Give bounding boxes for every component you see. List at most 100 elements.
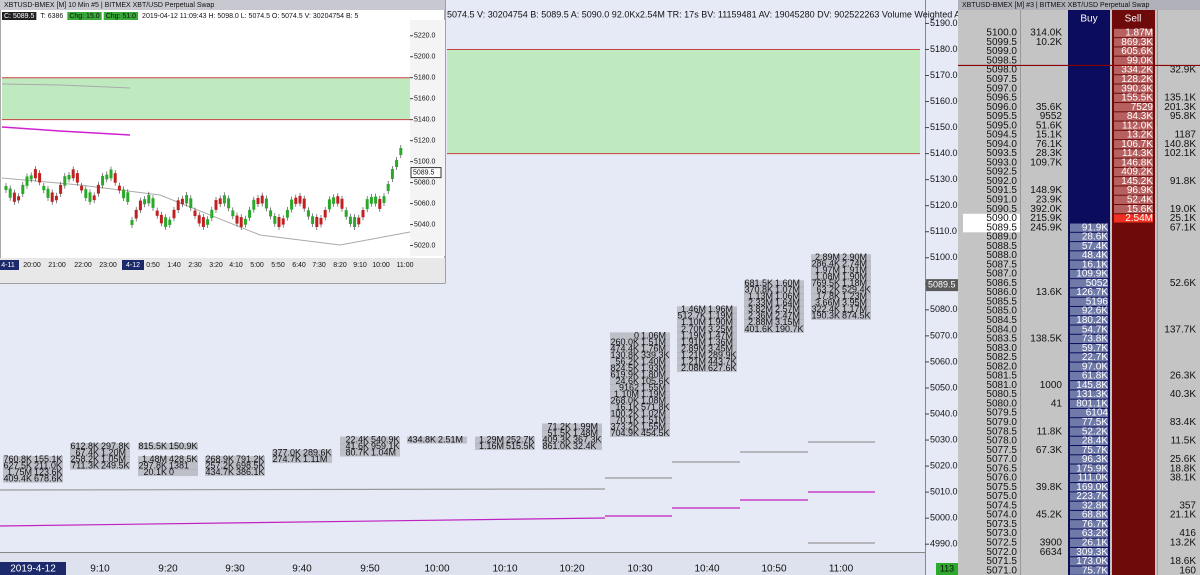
- footprint-bid: 861.0K: [542, 441, 571, 451]
- price-tick-label: 5080.0: [930, 304, 958, 314]
- buy-cell: [1070, 353, 1108, 362]
- dom-ask-size: 357: [1179, 500, 1196, 511]
- price-tick-label: 5190.0: [930, 18, 958, 28]
- footprint-bid: 260.0K: [610, 337, 639, 347]
- inset-time-label: 3:20: [209, 262, 223, 269]
- footprint-bid: 512.7K: [677, 311, 706, 321]
- inset-window: XBTUSD-BMEX [M] 10 Min #5 | BITMEX XBT/U…: [0, 0, 446, 284]
- dom-price: 5089.5: [986, 222, 1017, 233]
- footprint-cell: [3, 469, 63, 477]
- candle: [29, 175, 33, 180]
- footprint-bid: 409.4K: [3, 473, 32, 483]
- time-label: 9:40: [292, 564, 312, 575]
- price-tick-label: 5110.0: [930, 226, 957, 236]
- dom-buy: 91.9K: [1082, 222, 1108, 233]
- candle: [319, 218, 323, 225]
- footprint-bid: 1.13M: [748, 291, 773, 301]
- candle: [143, 199, 147, 205]
- candle: [248, 209, 252, 218]
- candle: [399, 148, 403, 155]
- sell-cell: [1114, 84, 1153, 93]
- dom-buy: 32.8K: [1082, 500, 1108, 511]
- inset-time-label: 4:10: [229, 262, 243, 269]
- inset-price-label: 5140.0: [414, 116, 436, 123]
- footprint-bid: 2.08M: [681, 363, 706, 373]
- footprint-bid: 704.9K: [610, 428, 639, 438]
- dom-price: 5098.0: [986, 65, 1017, 76]
- dom-sell: 146.8K: [1121, 157, 1153, 168]
- footprint-bid: 815.5K: [138, 441, 167, 451]
- buy-cell: [1070, 483, 1108, 492]
- footprint-cell: [811, 254, 871, 262]
- candle: [84, 189, 88, 199]
- footprint-ask: 2.57M: [775, 304, 800, 314]
- dom-title: XBTUSD-BMEX [M] #3 | BITMEX XBT/USD Perp…: [962, 2, 1149, 9]
- footprint-ask: 627.6K: [708, 363, 737, 373]
- dom-price: 5081.0: [986, 380, 1017, 391]
- candle: [206, 219, 210, 225]
- price-tick-label: 5130.0: [930, 174, 958, 184]
- candle: [117, 185, 121, 191]
- dom-price: 5095.0: [986, 120, 1017, 131]
- footprint-bid: 619.9K: [610, 369, 639, 379]
- dom-buy: 54.7K: [1082, 324, 1108, 335]
- footprint-cell: [744, 319, 804, 327]
- footprint-ask: 252.7K: [506, 434, 535, 444]
- footprint-ask: 123.6K: [34, 467, 63, 477]
- header-text: 5074.5 V: 30204754 B: 5089.5 A: 5090.0 9…: [447, 9, 960, 19]
- candle: [101, 175, 105, 186]
- dom-buy: 97.0K: [1082, 361, 1108, 372]
- footprint-bid: 2.89M: [815, 252, 840, 262]
- indicator-line: [0, 517, 606, 527]
- sell-cell: [1114, 93, 1153, 103]
- footprint-ask: 1381: [169, 460, 189, 470]
- price-tick-label: 5010.0: [930, 486, 958, 496]
- sell-cell: [1114, 56, 1153, 65]
- dom-price: 5083.5: [986, 334, 1017, 345]
- dom-buy: 28.4K: [1082, 436, 1108, 447]
- price-tick-label: 5140.0: [930, 148, 958, 158]
- price-tick-label: 5100.0: [930, 252, 958, 262]
- dom-sell: 605.6K: [1121, 46, 1153, 57]
- footprint-cell: [542, 443, 602, 451]
- footprint-bid: 474.4K: [610, 343, 639, 353]
- footprint-bid: 51.5K: [547, 428, 571, 438]
- dom-price: 5091.0: [986, 195, 1017, 206]
- footprint-bid: 1.48M: [142, 454, 167, 464]
- footprint-ask: 249.5K: [101, 460, 130, 470]
- footprint-ask: 698.5K: [236, 460, 265, 470]
- candle: [311, 216, 315, 224]
- inset-time-label: 21:00: [48, 262, 66, 269]
- footprint-ask: 874.5K: [842, 311, 871, 321]
- footprint-ask: 1.05M: [101, 454, 126, 464]
- buy-cell: [1070, 279, 1108, 288]
- buy-cell: [1070, 427, 1108, 436]
- footprint-bid: 67.4K: [75, 447, 99, 457]
- candle: [344, 210, 348, 217]
- footprint-bid: 2.36M: [748, 311, 773, 321]
- footprint-bid: 63.2K: [816, 285, 840, 295]
- candle: [201, 217, 205, 227]
- footprint-bid: 16.1K: [615, 402, 639, 412]
- footprint-cell: [610, 410, 670, 418]
- dom-buy: 96.3K: [1082, 454, 1108, 465]
- footprint-bid: 434.8K: [407, 434, 436, 444]
- footprint-ask: 1.64M: [775, 298, 800, 308]
- dom-price: 5090.5: [986, 204, 1017, 215]
- dom-bid-size: 314.0K: [1030, 28, 1062, 39]
- candle: [302, 198, 306, 209]
- footprint-cell: [744, 280, 804, 288]
- footprint-bid: 20.1K: [143, 467, 167, 477]
- candle: [222, 195, 226, 204]
- sell-cell: [1114, 38, 1153, 47]
- dom-bid-size: 9552: [1040, 111, 1063, 122]
- candle: [193, 210, 197, 217]
- candle: [88, 192, 92, 202]
- price-tick-label: 5170.0: [930, 70, 958, 80]
- dom-sell: 84.3K: [1127, 111, 1153, 122]
- dom-ask-size: 91.8K: [1170, 176, 1196, 187]
- candle: [159, 214, 163, 224]
- dom-sell: 15.6K: [1127, 204, 1153, 215]
- footprint-ask: 150.9K: [169, 441, 198, 451]
- footprint-cell: [811, 286, 871, 294]
